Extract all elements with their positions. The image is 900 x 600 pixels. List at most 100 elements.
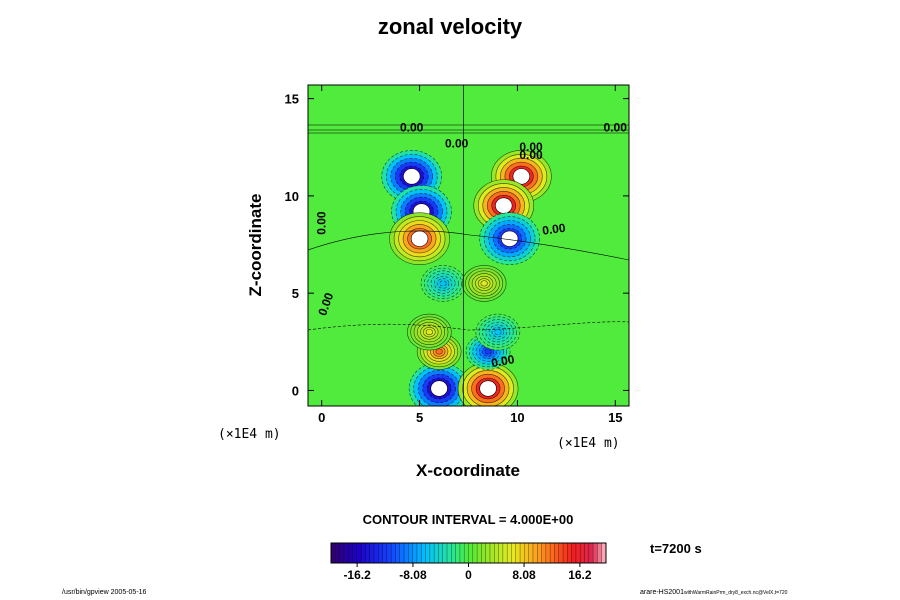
colorbar-segment — [382, 543, 388, 563]
colorbar-segment — [477, 543, 482, 563]
colorbar-segment — [373, 543, 379, 563]
contour-shell — [480, 280, 488, 287]
x-axis-label: X-coordinate — [416, 461, 520, 480]
colorbar-segment — [348, 543, 353, 563]
x-tick-label: 5 — [416, 410, 423, 425]
colorbar-segment — [520, 543, 525, 563]
colorbar-segment — [408, 543, 414, 563]
colorbar-segment — [331, 543, 336, 563]
chart-title: zonal velocity — [377, 14, 523, 39]
colorbar-segment — [545, 543, 551, 563]
colorbar-segment — [343, 543, 349, 563]
y-tick-label: 5 — [292, 286, 299, 301]
colorbar-segment — [541, 543, 547, 563]
colorbar-segment — [601, 543, 607, 563]
contour-shell — [425, 329, 433, 336]
colorbar-segment — [378, 543, 384, 563]
x-tick-label: 10 — [510, 410, 524, 425]
colorbar-segment — [481, 543, 487, 563]
saturated-core — [495, 197, 513, 214]
contour-label: 0.00 — [541, 221, 566, 238]
colorbar-segment — [395, 543, 401, 563]
colorbar-segment — [571, 543, 577, 563]
colorbar-segment — [421, 543, 427, 563]
colorbar-segment — [502, 543, 508, 563]
time-label: t=7200 s — [650, 541, 702, 556]
colorbar-segment — [399, 543, 405, 563]
velocity-feature — [389, 212, 450, 265]
colorbar-segment — [494, 543, 500, 563]
colorbar-segment — [451, 543, 457, 563]
colorbar-segment — [356, 543, 362, 563]
colorbar-segment — [597, 543, 603, 563]
y-tick-label: 10 — [285, 189, 299, 204]
colorbar-segment — [339, 543, 345, 563]
colorbar-tick-label: 16.2 — [568, 568, 592, 582]
colorbar-segment — [580, 543, 586, 563]
colorbar-segment — [550, 543, 555, 563]
colorbar-segment — [447, 543, 452, 563]
colorbar-segment — [459, 543, 465, 563]
saturated-core — [403, 168, 421, 185]
contour-shell — [439, 280, 447, 287]
velocity-feature — [479, 212, 540, 265]
colorbar-segment — [335, 543, 341, 563]
colorbar-segment — [404, 543, 409, 563]
x-tick-label: 15 — [608, 410, 622, 425]
colorbar-tick-label: -16.2 — [343, 568, 371, 582]
colorbar-segment — [416, 543, 422, 563]
colorbar-segment — [567, 543, 573, 563]
y-tick-label: 0 — [292, 383, 299, 398]
contour-shell — [494, 329, 502, 336]
colorbar-segment — [593, 543, 598, 563]
colorbar-segment — [498, 543, 504, 563]
colorbar-segment — [425, 543, 431, 563]
contour-line — [308, 321, 629, 331]
colorbar-segment — [434, 543, 439, 563]
contour-label: 0.00 — [490, 352, 516, 370]
colorbar-segment — [507, 543, 512, 563]
colorbar-segment — [558, 543, 564, 563]
colorbar-segment — [588, 543, 594, 563]
contour-label: 0.00 — [519, 148, 543, 162]
footer-right-main: arare-HS2001 — [640, 589, 684, 596]
colorbar-segment — [532, 543, 538, 563]
footer-left: /usr/bin/gpview 2005-05-16 — [62, 589, 147, 596]
footer-right-small: withWarmRainPrm_dry8_exch.nc@VelX,t=720 — [683, 590, 788, 596]
colorbar-segment — [584, 543, 590, 563]
colorbar-segment — [455, 543, 461, 563]
colorbar-tick-label: -8.08 — [399, 568, 427, 582]
colorbar-segment — [412, 543, 418, 563]
contour-label: 0.00 — [445, 136, 469, 150]
velocity-feature — [473, 179, 535, 232]
contour-label: 0.00 — [519, 140, 543, 154]
plot-frame — [307, 84, 630, 407]
colorbar-segment — [575, 543, 581, 563]
velocity-feature — [420, 265, 466, 302]
colorbar-segment — [438, 543, 444, 563]
colorbar-segment — [352, 543, 358, 563]
y-tick-label: 15 — [285, 92, 299, 107]
colorbar-segment — [468, 543, 474, 563]
colorbar-segment — [524, 543, 530, 563]
colorbar-tick-label: 0 — [465, 568, 472, 582]
colorbar-segment — [563, 543, 568, 563]
colorbar-segment — [391, 543, 396, 563]
z-unit-label: (×1E4 m) — [218, 427, 281, 442]
velocity-feature — [475, 313, 521, 351]
x-tick-label: 0 — [318, 410, 325, 425]
saturated-core — [430, 380, 448, 397]
y-axis-label: Z-coordinate — [246, 193, 265, 297]
colorbar-segment — [365, 543, 371, 563]
velocity-feature — [457, 362, 519, 406]
colorbar-segment — [554, 543, 560, 563]
contour-label: 0.00 — [604, 121, 628, 135]
contour-label: 0.00 — [400, 121, 424, 135]
contour-shell — [435, 348, 443, 355]
colorbar-segment — [464, 543, 469, 563]
colorbar-segment — [515, 543, 521, 563]
colorbar-segment — [489, 543, 495, 563]
colorbar-segment — [485, 543, 491, 563]
colorbar-segment — [472, 543, 478, 563]
